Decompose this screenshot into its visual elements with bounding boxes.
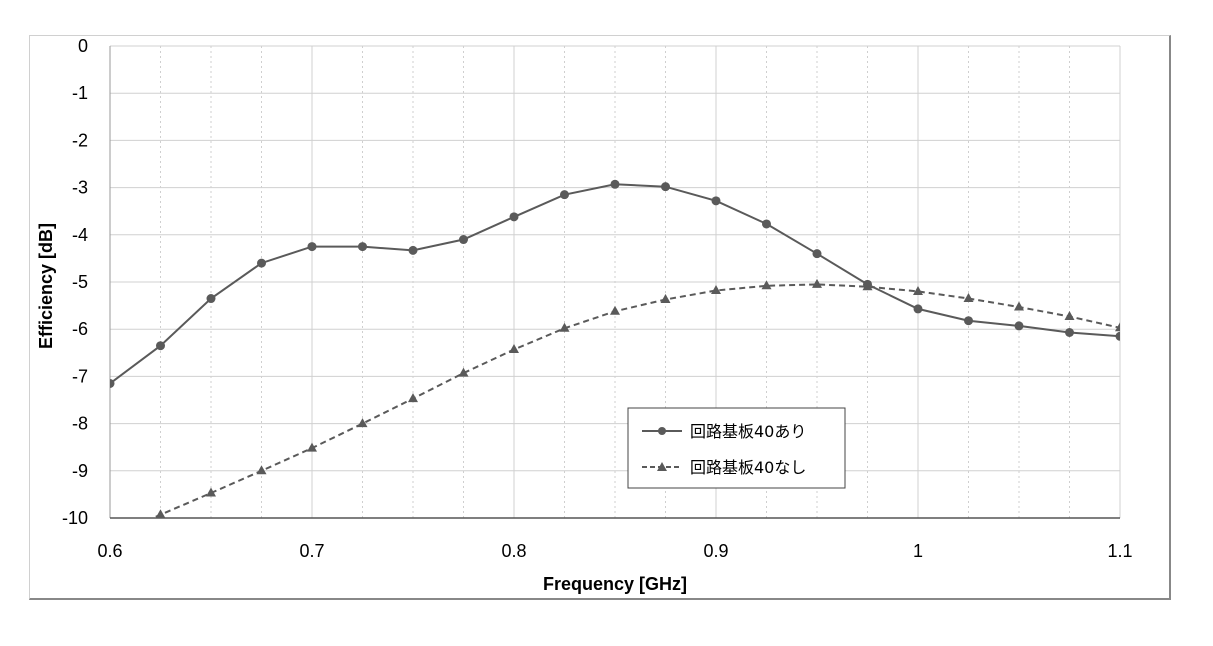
data-point-series-1 — [156, 341, 165, 351]
y-tick-label: -7 — [72, 366, 88, 386]
data-point-series-2 — [812, 278, 822, 288]
y-tick-label: -8 — [72, 414, 88, 434]
data-point-series-2 — [963, 293, 974, 303]
data-point-series-1 — [1014, 321, 1024, 331]
data-point-series-2 — [1014, 301, 1024, 311]
y-tick-label: -3 — [72, 178, 88, 198]
data-point-series-1 — [661, 182, 670, 192]
data-point-series-2 — [660, 293, 671, 303]
data-point-series-1 — [307, 242, 317, 252]
data-point-series-2 — [509, 343, 519, 353]
series-line-1 — [110, 183, 1120, 385]
data-point-series-2 — [458, 367, 469, 377]
data-point-series-2 — [206, 487, 216, 497]
legend-marker-circle-icon — [658, 427, 666, 435]
y-tick-label: -5 — [72, 272, 88, 292]
data-point-series-2 — [408, 393, 418, 403]
data-point-series-1 — [610, 179, 620, 189]
data-point-series-2 — [610, 305, 620, 315]
tick-labels: 0 -1 -2 -3 -4 -5 -6 -7 -8 -9 -10 0.6 0.7 0.8 0.9 1 1.1 — [62, 36, 1133, 561]
y-axis-title: Efficiency [dB] — [36, 223, 56, 349]
y-tick-label: -6 — [72, 319, 88, 339]
x-tick-label: 1 — [913, 541, 923, 561]
grid — [109, 45, 1121, 519]
x-tick-label: 1.1 — [1107, 541, 1132, 561]
x-tick-label: 0.7 — [299, 541, 324, 561]
data-point-series-1 — [509, 212, 519, 222]
data-point-series-1 — [1115, 331, 1120, 341]
y-tick-label: -10 — [62, 508, 88, 528]
data-point-series-2 — [862, 281, 873, 291]
data-point-series-2 — [357, 418, 368, 428]
legend-label-series-1: 回路基板40あり — [690, 422, 806, 441]
legend-label-series-2: 回路基板40なし — [690, 458, 806, 477]
data-point-series-1 — [358, 242, 367, 252]
y-tick-label: -2 — [72, 130, 88, 150]
data-point-series-1 — [560, 190, 569, 200]
x-tick-label: 0.9 — [703, 541, 728, 561]
chart-frame — [29, 35, 1171, 600]
y-tick-label: -4 — [72, 225, 88, 245]
y-tick-label: 0 — [78, 36, 88, 56]
legend: 回路基板40あり 回路基板40なし — [627, 407, 846, 489]
data-point-series-1 — [812, 249, 822, 259]
data-point-series-2 — [1115, 322, 1120, 332]
data-point-series-2 — [155, 509, 166, 518]
x-tick-label: 0.8 — [501, 541, 526, 561]
data-point-series-1 — [459, 235, 468, 245]
series-layer — [105, 179, 1120, 540]
data-point-series-2 — [761, 280, 772, 290]
data-point-series-1 — [964, 316, 973, 326]
y-tick-label: -9 — [72, 461, 88, 481]
axes — [109, 46, 1120, 519]
data-point-series-1 — [913, 304, 923, 314]
data-point-series-2 — [105, 531, 115, 540]
data-point-series-1 — [711, 196, 721, 206]
x-axis-title: Frequency [GHz] — [543, 574, 687, 594]
data-point-series-1 — [408, 245, 418, 255]
data-point-series-2 — [913, 285, 923, 295]
data-point-series-1 — [206, 294, 216, 304]
data-point-series-1 — [1065, 328, 1074, 338]
data-point-series-2 — [307, 442, 317, 452]
data-point-series-2 — [711, 284, 721, 294]
data-point-series-1 — [762, 219, 771, 229]
data-point-series-2 — [559, 322, 570, 332]
data-point-series-1 — [110, 378, 115, 388]
legend-marker-triangle-icon — [657, 462, 667, 471]
data-point-series-1 — [257, 258, 266, 268]
data-point-series-2 — [1064, 310, 1075, 320]
x-tick-label: 0.6 — [97, 541, 122, 561]
data-point-series-2 — [256, 465, 267, 475]
y-tick-label: -1 — [72, 83, 88, 103]
